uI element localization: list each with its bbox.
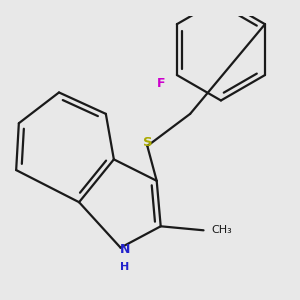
- Text: N: N: [119, 242, 130, 256]
- Text: H: H: [120, 262, 129, 272]
- Text: S: S: [142, 136, 152, 149]
- Text: F: F: [157, 77, 166, 91]
- Text: CH₃: CH₃: [212, 225, 232, 235]
